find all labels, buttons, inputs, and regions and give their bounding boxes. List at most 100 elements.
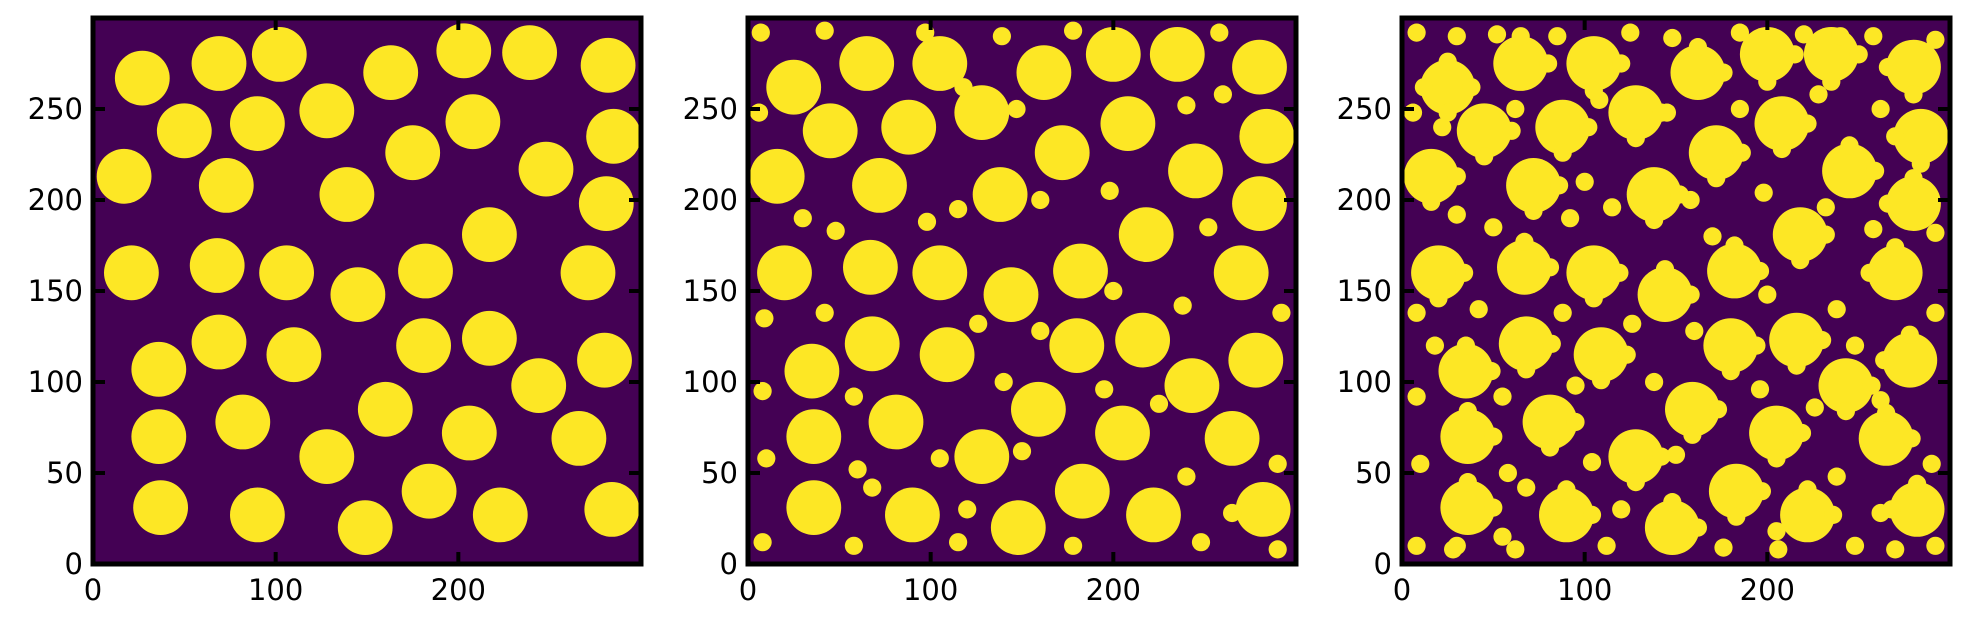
- particle-small: [1561, 209, 1580, 228]
- particle-large: [401, 463, 457, 519]
- particle-large: [1228, 332, 1284, 388]
- particle-small: [1502, 121, 1521, 140]
- particle-large: [1149, 27, 1205, 82]
- particle-large: [511, 358, 567, 413]
- particle-large: [518, 141, 574, 197]
- particle-small: [1104, 281, 1123, 301]
- particle-large: [189, 238, 245, 293]
- particle-large: [954, 85, 1010, 140]
- particle-small: [1506, 99, 1525, 119]
- particle-small: [958, 500, 977, 519]
- x-tick-label: 0: [739, 573, 757, 607]
- particle-large: [1493, 36, 1549, 91]
- particle-large: [1168, 143, 1223, 199]
- particle-small: [1210, 23, 1229, 42]
- particle-small: [1816, 225, 1835, 244]
- y-tick-label: 200: [28, 183, 83, 217]
- particle-small: [1626, 129, 1645, 148]
- y-tick-label: 200: [683, 183, 738, 217]
- particle-small: [1584, 289, 1603, 308]
- particle-large: [1034, 125, 1090, 181]
- particle-small: [1730, 23, 1749, 42]
- particle-small: [1268, 540, 1287, 559]
- particle-large: [266, 327, 322, 383]
- particle-small: [793, 209, 812, 228]
- panel-left: 0 100 200 0 50 100 150 200 250: [28, 15, 644, 607]
- particle-small: [1688, 38, 1707, 57]
- particle-large: [1858, 411, 1914, 466]
- particle-small: [863, 478, 882, 497]
- particle-small: [1407, 387, 1426, 406]
- particle-small: [1747, 336, 1766, 355]
- particle-small: [1177, 96, 1196, 115]
- particle-small: [1645, 210, 1664, 230]
- particle-large: [1054, 463, 1110, 519]
- particle-small: [1007, 99, 1026, 119]
- particle-large: [852, 158, 907, 213]
- particle-small: [1670, 185, 1689, 204]
- y-tick-label: 250: [683, 92, 738, 126]
- particle-large: [299, 83, 355, 139]
- particle-small: [1407, 23, 1426, 42]
- particle-large: [1749, 405, 1804, 461]
- particle-small: [1877, 403, 1896, 422]
- particle-large: [1100, 96, 1156, 151]
- particle-small: [1447, 167, 1466, 186]
- particle-large: [1438, 343, 1494, 399]
- particle-small: [1455, 263, 1474, 282]
- particle-small: [1862, 376, 1881, 395]
- particle-large: [198, 158, 254, 213]
- particle-small: [1767, 522, 1786, 541]
- particle-small: [1911, 154, 1930, 173]
- particle-large: [843, 239, 898, 295]
- particle-large: [215, 394, 271, 450]
- particle-small: [1908, 474, 1927, 493]
- particle-small: [1617, 345, 1636, 364]
- particle-small: [1721, 362, 1740, 381]
- particle-small: [1827, 467, 1846, 486]
- particle-small: [1557, 480, 1576, 499]
- particle-large: [1780, 487, 1835, 543]
- particle-large: [1772, 207, 1828, 262]
- particle-large: [131, 341, 187, 397]
- particle-small: [1173, 296, 1192, 315]
- particle-large: [133, 480, 189, 535]
- y-tick-label: 50: [701, 456, 738, 490]
- particle-large: [114, 50, 170, 106]
- particle-large: [1232, 176, 1287, 232]
- particle-large: [462, 310, 517, 366]
- particle-small: [1462, 78, 1481, 97]
- particle-small: [1758, 72, 1777, 91]
- particle-large: [983, 267, 1039, 322]
- particle-small: [753, 533, 772, 552]
- particle-small: [1758, 285, 1777, 304]
- particle-large: [1420, 59, 1476, 115]
- particle-small: [1652, 447, 1671, 466]
- particle-large: [1403, 148, 1459, 204]
- particle-small: [1663, 493, 1682, 512]
- particle-small: [1900, 325, 1919, 344]
- particle-large: [396, 318, 451, 373]
- particle-large: [363, 45, 419, 100]
- particle-small: [1414, 78, 1433, 97]
- particle-small: [1845, 536, 1865, 555]
- particle-small: [749, 103, 769, 122]
- particle-small: [1681, 285, 1700, 304]
- particle-small: [1524, 201, 1543, 220]
- particle-small: [1542, 334, 1561, 353]
- particle-large: [1522, 394, 1578, 450]
- y-tick-label: 250: [28, 92, 83, 126]
- particle-small: [1191, 533, 1211, 552]
- particle-large: [1239, 108, 1295, 164]
- particle-small: [1623, 314, 1642, 333]
- particle-small: [1730, 99, 1749, 119]
- particle-large: [784, 343, 840, 399]
- particle-large: [1095, 405, 1150, 461]
- particle-large: [1053, 243, 1108, 299]
- x-tick-label: 0: [1393, 573, 1411, 607]
- particle-small: [1517, 478, 1536, 497]
- panel-middle: 0 100 200 0 50 100 150 200 250: [683, 15, 1299, 607]
- y-tick-label: 50: [1355, 456, 1392, 490]
- particle-large: [1882, 332, 1938, 388]
- particle-small: [1886, 127, 1905, 146]
